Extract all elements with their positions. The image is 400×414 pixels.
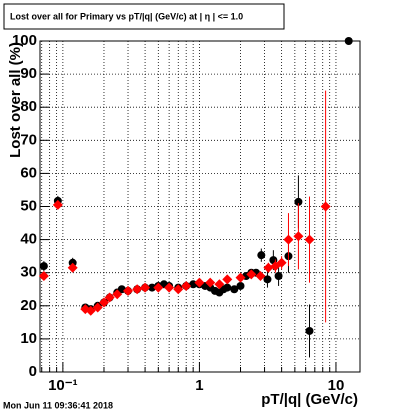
point xyxy=(132,284,143,295)
y-tick-label: 60 xyxy=(20,164,37,181)
point xyxy=(140,282,151,293)
plot-frame xyxy=(39,40,361,373)
point xyxy=(39,262,48,271)
point xyxy=(246,269,257,280)
y-tick-label: 10 xyxy=(20,330,37,347)
point xyxy=(52,199,63,210)
point xyxy=(293,231,304,242)
point xyxy=(257,251,266,260)
point xyxy=(236,281,245,290)
date-stamp: Mon Jun 11 09:36:41 2018 xyxy=(3,400,113,410)
point xyxy=(255,271,266,282)
y-tick-label: 0 xyxy=(29,363,37,380)
point xyxy=(38,271,49,282)
x-tick-label: 10⁻¹ xyxy=(48,377,78,394)
point xyxy=(153,282,164,293)
y-tick-label: 70 xyxy=(20,131,37,148)
point xyxy=(294,197,303,206)
y-tick-label: 100 xyxy=(12,32,37,49)
point xyxy=(148,283,157,292)
point xyxy=(112,289,123,300)
point xyxy=(276,257,287,268)
point xyxy=(173,284,184,295)
point xyxy=(104,292,115,303)
y-tick-label: 40 xyxy=(20,231,37,248)
y-tick-label: 80 xyxy=(20,98,37,115)
x-tick-label: 10 xyxy=(328,377,345,394)
point xyxy=(92,302,103,313)
y-axis-label: Lost over all (%) xyxy=(7,42,24,158)
point xyxy=(194,277,205,288)
point xyxy=(344,37,353,45)
title-box xyxy=(3,3,285,30)
point xyxy=(235,272,246,283)
y-tick-label: 20 xyxy=(20,297,37,314)
point xyxy=(214,279,225,290)
point xyxy=(85,305,96,316)
y-tick-label: 90 xyxy=(20,65,37,82)
point xyxy=(98,297,109,308)
point xyxy=(223,283,232,292)
point xyxy=(263,262,274,273)
chart-title: Lost over all for Primary vs pT/|q| (GeV… xyxy=(10,11,243,21)
point xyxy=(304,234,315,245)
point xyxy=(164,282,175,293)
point xyxy=(274,272,283,281)
point xyxy=(305,326,314,335)
point xyxy=(181,280,192,291)
y-tick-label: 30 xyxy=(20,264,37,281)
point xyxy=(222,274,233,285)
point xyxy=(320,201,331,212)
point xyxy=(205,277,216,288)
point xyxy=(123,285,134,296)
x-axis-label: pT/|q| (GeV/c) xyxy=(261,391,358,408)
y-tick-label: 50 xyxy=(20,197,37,214)
x-tick-label: 1 xyxy=(195,377,203,394)
point xyxy=(263,275,272,284)
point xyxy=(283,234,294,245)
point xyxy=(67,262,78,273)
point xyxy=(230,285,239,294)
